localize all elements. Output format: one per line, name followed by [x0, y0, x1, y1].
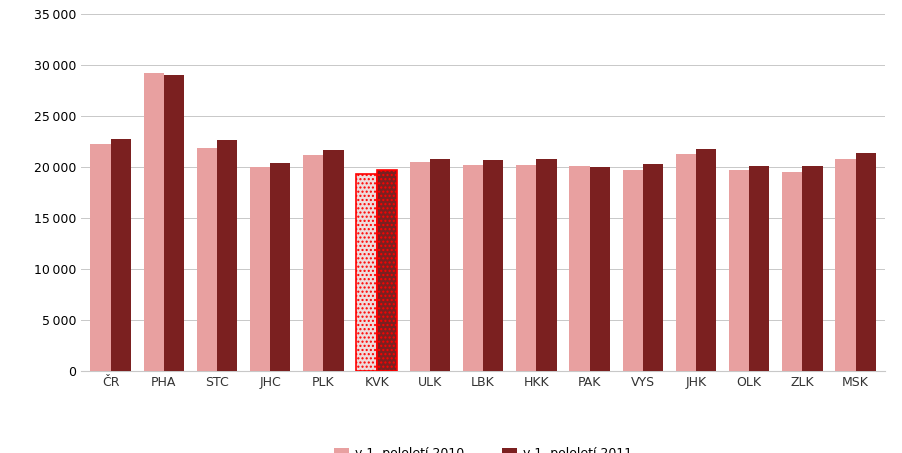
Bar: [642, 164, 662, 371]
Bar: [621, 170, 642, 371]
Bar: [516, 165, 536, 371]
Bar: [483, 160, 502, 371]
Bar: [197, 148, 216, 371]
Bar: [463, 165, 483, 371]
Bar: [410, 162, 429, 371]
Bar: [216, 140, 237, 371]
Bar: [675, 154, 695, 371]
Bar: [855, 153, 875, 371]
Bar: [568, 166, 589, 371]
Bar: [728, 170, 749, 371]
Bar: [536, 159, 556, 371]
Bar: [781, 172, 802, 371]
Bar: [695, 149, 715, 371]
Bar: [303, 154, 323, 371]
Bar: [589, 167, 609, 371]
Bar: [90, 145, 110, 371]
Bar: [356, 174, 376, 371]
Bar: [110, 140, 131, 371]
Bar: [429, 159, 449, 371]
Bar: [376, 170, 397, 371]
Bar: [802, 166, 822, 371]
Bar: [749, 166, 769, 371]
Bar: [834, 159, 855, 371]
Bar: [143, 73, 163, 371]
Bar: [163, 75, 184, 371]
Bar: [250, 167, 270, 371]
Bar: [270, 163, 290, 371]
Legend: v 1. pololetí 2010, v 1. pololetí 2011: v 1. pololetí 2010, v 1. pololetí 2011: [328, 443, 637, 453]
Bar: [323, 149, 344, 371]
